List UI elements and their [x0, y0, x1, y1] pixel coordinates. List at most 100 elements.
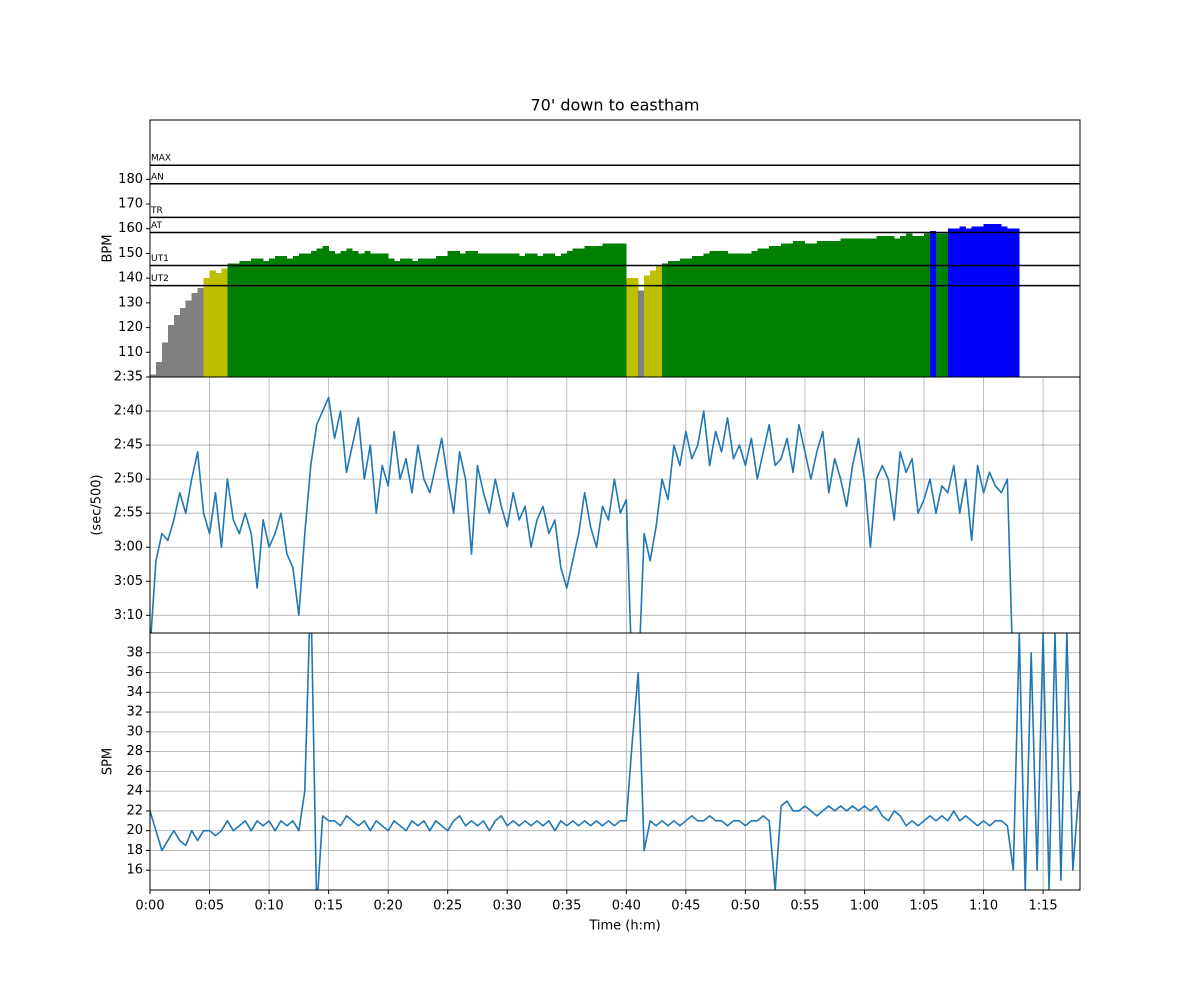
y-tick-label: 22 [126, 803, 143, 818]
y-tick-label: 24 [126, 784, 143, 799]
bar [924, 233, 931, 377]
bar [870, 238, 877, 377]
bar [834, 241, 841, 377]
bar [989, 223, 996, 377]
bar [173, 315, 181, 377]
bar [685, 258, 693, 377]
bar [751, 250, 758, 377]
threshold-label: UT2 [151, 274, 169, 284]
y-tick-label: 2:55 [114, 506, 143, 521]
axes-frame [149, 632, 1081, 891]
x-tick-label: 0:15 [314, 899, 343, 914]
bar [959, 226, 966, 377]
bar [906, 233, 913, 377]
bar [769, 246, 776, 377]
bar [1007, 228, 1014, 377]
bar [691, 255, 699, 377]
bar [953, 228, 961, 377]
plot-area [150, 633, 1080, 890]
bar [739, 253, 746, 377]
bar [548, 253, 556, 377]
bar [846, 238, 853, 377]
x-tick-label: 0:25 [433, 899, 462, 914]
bar [239, 260, 246, 377]
y-tick-label: 3:00 [114, 540, 143, 555]
bar [411, 260, 419, 377]
x-tick-label: 0:30 [493, 899, 522, 914]
bar [697, 255, 705, 377]
y-tick-label: 36 [126, 665, 143, 680]
bar [322, 246, 329, 377]
bar [935, 233, 943, 377]
bar [858, 238, 865, 377]
bar [477, 253, 484, 377]
y-tick-label: 18 [126, 843, 143, 858]
data-line [150, 633, 1080, 890]
y-tick-label: 2:35 [114, 370, 143, 385]
bar [584, 246, 591, 377]
bar [292, 255, 300, 377]
bar [644, 275, 651, 377]
bar [620, 243, 627, 377]
y-tick-label: 2:45 [114, 438, 143, 453]
y-axis-label: BPM [101, 235, 116, 263]
bar [781, 243, 788, 377]
bar [435, 255, 443, 377]
y-tick-label: 2:50 [114, 472, 143, 487]
bar [489, 253, 496, 377]
bar [340, 250, 347, 377]
bar [662, 263, 669, 377]
bar [721, 250, 728, 377]
bar [233, 263, 240, 377]
y-tick-label: 110 [118, 345, 143, 360]
y-tick-label: 20 [126, 823, 143, 838]
bar [269, 258, 276, 377]
bar [542, 253, 550, 377]
bar [929, 231, 937, 377]
threshold-label: TR [150, 206, 163, 216]
bar [167, 325, 175, 377]
bar [965, 228, 972, 377]
bar [251, 258, 258, 377]
bar [286, 258, 294, 377]
threshold-label: AT [151, 221, 162, 231]
threshold-label: UT1 [151, 254, 169, 264]
bar [203, 278, 210, 377]
bar [221, 268, 228, 377]
bar [703, 253, 710, 377]
bar [179, 307, 187, 377]
bar [370, 253, 377, 377]
bar [441, 255, 448, 377]
bar [1013, 228, 1020, 377]
bar [608, 243, 615, 377]
bar [971, 226, 978, 377]
bar [650, 270, 657, 377]
x-tick-label: 0:35 [552, 899, 581, 914]
y-tick-label: 28 [126, 744, 143, 759]
x-tick-label: 1:10 [969, 899, 998, 914]
bar [465, 250, 472, 377]
bar [632, 278, 639, 377]
y-tick-label: 30 [126, 724, 143, 739]
bar [501, 253, 508, 377]
bar [328, 250, 335, 377]
bar [263, 260, 270, 377]
y-tick-label: 160 [118, 221, 143, 236]
bar [667, 260, 675, 377]
bar [298, 253, 306, 377]
bar [417, 258, 425, 377]
bar [215, 273, 222, 377]
x-tick-label: 0:10 [254, 899, 283, 914]
bar [947, 228, 955, 377]
y-tick-label: 38 [126, 645, 143, 660]
bar [537, 255, 544, 377]
bar [816, 241, 824, 377]
y-axis-label: (sec/500) [90, 474, 105, 535]
bar [275, 255, 282, 377]
bar [310, 250, 318, 377]
bar [423, 258, 431, 377]
bar [894, 238, 901, 377]
axes-frame [149, 376, 1081, 634]
bar [578, 248, 585, 377]
